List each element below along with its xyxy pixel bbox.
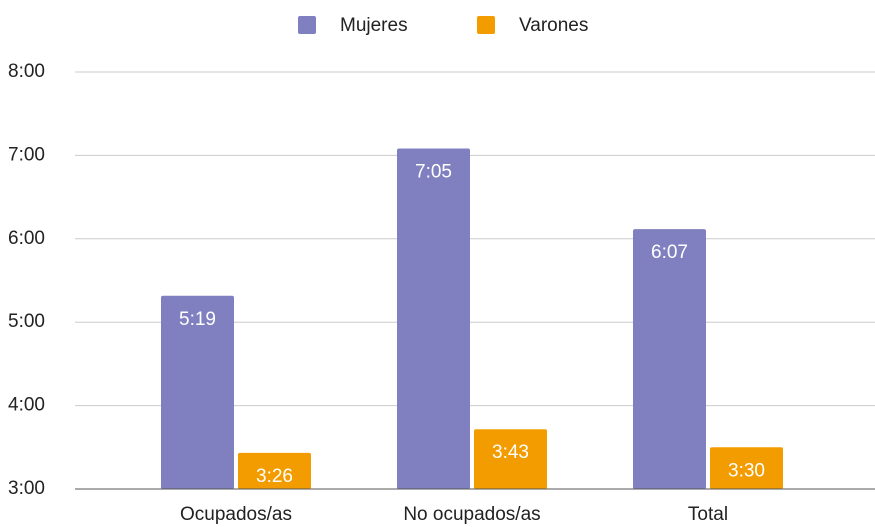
value-label: 7:05: [415, 161, 452, 182]
y-tick-label: 4:00: [8, 395, 45, 416]
bar: [161, 295, 234, 489]
y-tick-label: 7:00: [8, 144, 45, 165]
bar: [397, 148, 470, 489]
legend-swatch: [298, 16, 316, 34]
y-tick-label: 8:00: [8, 61, 45, 82]
bar: [474, 429, 547, 489]
x-tick-label: Ocupados/as: [180, 504, 292, 525]
y-tick-label: 6:00: [8, 228, 45, 249]
value-label: 3:43: [492, 442, 529, 463]
legend-label: Varones: [519, 15, 588, 36]
value-label: 6:07: [651, 242, 688, 263]
y-tick-label: 3:00: [8, 478, 45, 499]
bar: [710, 447, 783, 489]
bar: [238, 452, 311, 489]
legend-label: Mujeres: [340, 15, 408, 36]
bar: [633, 229, 706, 489]
x-tick-label: Total: [688, 504, 728, 525]
value-label: 3:26: [256, 466, 293, 487]
y-tick-label: 5:00: [8, 311, 45, 332]
value-label: 3:30: [728, 460, 765, 481]
x-tick-label: No ocupados/as: [403, 504, 540, 525]
legend-swatch: [477, 16, 495, 34]
value-label: 5:19: [179, 309, 216, 330]
